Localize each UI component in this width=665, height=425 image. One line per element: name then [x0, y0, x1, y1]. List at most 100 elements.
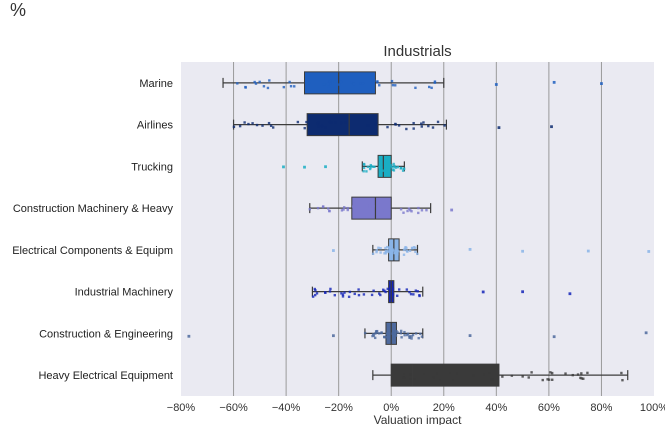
strip-point	[401, 169, 405, 172]
strip-point	[368, 204, 371, 207]
strip-point	[266, 86, 270, 90]
strip-point	[620, 371, 623, 375]
strip-point	[412, 293, 415, 296]
strip-point	[425, 208, 428, 212]
strip-point	[402, 248, 406, 252]
strip-point	[380, 331, 383, 334]
category-label: Industrial Machinery	[75, 287, 174, 299]
strip-point	[397, 124, 401, 127]
strip-point	[405, 333, 409, 337]
strip-point	[571, 373, 574, 377]
strip-point	[456, 372, 459, 375]
outlier-point	[494, 83, 498, 86]
strip-point	[363, 331, 367, 335]
x-tick-label: 40%	[485, 402, 507, 414]
strip-point	[340, 209, 344, 212]
strip-point	[402, 372, 406, 376]
strip-point	[402, 253, 406, 256]
outlier-point	[521, 249, 525, 253]
strip-point	[410, 337, 413, 340]
strip-point	[308, 81, 311, 85]
strip-point	[243, 121, 246, 124]
strip-point	[546, 378, 549, 381]
strip-point	[409, 292, 413, 296]
strip-point	[369, 166, 372, 169]
strip-point	[343, 206, 346, 209]
strip-point	[410, 335, 413, 338]
strip-point	[383, 335, 386, 339]
strip-point	[371, 206, 374, 209]
strip-point	[268, 79, 271, 82]
strip-point	[376, 81, 379, 84]
strip-point	[427, 124, 430, 128]
strip-point	[311, 295, 315, 298]
strip-point	[372, 204, 375, 208]
strip-point	[303, 126, 306, 130]
strip-point	[378, 166, 381, 169]
strip-point	[374, 336, 377, 340]
x-tick-label: 100%	[640, 402, 665, 414]
strip-point	[377, 332, 381, 335]
strip-point	[372, 334, 376, 337]
x-tick-label: −40%	[272, 402, 301, 414]
strip-point	[384, 252, 387, 255]
strip-point	[343, 291, 346, 294]
strip-point	[408, 290, 411, 294]
strip-point	[346, 206, 349, 210]
strip-point	[326, 82, 330, 86]
category-label: Trucking	[131, 161, 173, 173]
box-0	[222, 71, 603, 95]
strip-point	[320, 124, 324, 128]
strip-point	[357, 288, 360, 291]
x-axis-title: Valuation impact	[374, 413, 462, 425]
strip-point	[333, 80, 337, 84]
strip-point	[436, 120, 440, 124]
outlier-point	[332, 334, 335, 338]
strip-point	[296, 120, 300, 124]
strip-point	[379, 251, 382, 254]
strip-point	[550, 371, 554, 375]
strip-point	[547, 378, 551, 381]
strip-point	[391, 332, 394, 335]
strip-point	[338, 83, 341, 86]
strip-point	[549, 371, 552, 374]
strip-point	[413, 377, 416, 381]
outlier-point	[303, 165, 306, 169]
strip-point	[353, 206, 356, 210]
strip-point	[370, 293, 374, 297]
strip-point	[316, 122, 319, 125]
x-tick-labels: −80% −60% −40% −20% 0% 20% 40% 60% 80% 100%	[167, 402, 665, 414]
box-2	[282, 154, 406, 178]
strip-point	[374, 330, 378, 333]
strip-point	[379, 208, 383, 212]
strip-point	[388, 246, 391, 250]
strip-point	[394, 166, 398, 169]
strip-point	[391, 287, 395, 291]
strip-point	[580, 377, 583, 380]
strip-point	[387, 250, 390, 254]
outlier-point	[550, 125, 553, 129]
strip-point	[396, 165, 400, 169]
strip-point	[379, 247, 382, 250]
strip-point	[393, 164, 396, 168]
strip-point	[488, 372, 491, 375]
strip-point	[282, 85, 286, 89]
strip-point	[394, 84, 397, 87]
outlier-point	[282, 165, 285, 169]
strip-point	[305, 120, 308, 124]
strip-point	[402, 167, 406, 171]
strip-point	[236, 82, 239, 85]
strip-point	[258, 80, 261, 84]
strip-point	[327, 207, 330, 210]
strip-point	[527, 376, 530, 379]
strip-point	[393, 166, 396, 169]
strip-point	[397, 288, 401, 291]
strip-point	[341, 295, 345, 298]
chart-title: Industrials	[383, 43, 451, 60]
strip-point	[361, 82, 365, 85]
strip-point	[232, 125, 236, 129]
strip-point	[386, 249, 390, 252]
strip-point	[448, 371, 452, 374]
category-label: Electrical Components & Equipm	[12, 245, 173, 257]
strip-point	[410, 246, 414, 250]
